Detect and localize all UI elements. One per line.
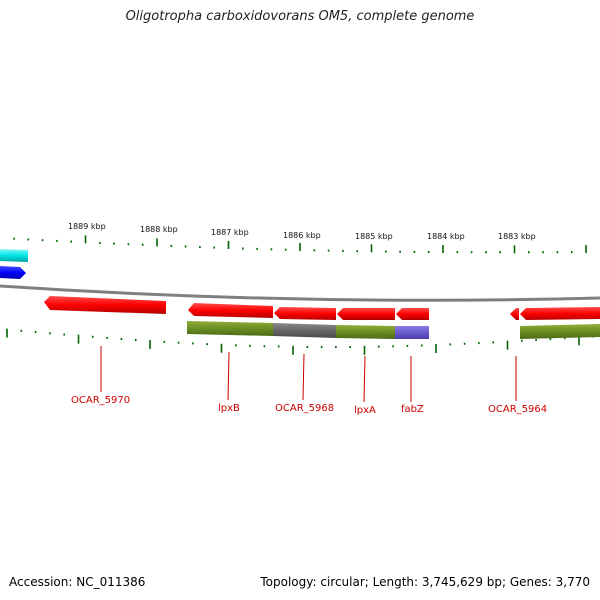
- leader-line: [363, 355, 366, 403]
- kbp-label: 1886 kbp: [283, 231, 321, 240]
- gene-ocar-5968[interactable]: [274, 307, 336, 320]
- gene-lpxa[interactable]: [337, 308, 395, 320]
- kbp-label: 1888 kbp: [140, 225, 178, 234]
- leader-line: [302, 353, 305, 401]
- accession-text: Accession: NC_011386: [9, 575, 146, 589]
- lower-scale-ticks: [6, 328, 595, 355]
- gene-ocar-5964[interactable]: [520, 307, 600, 320]
- kbp-label: 1887 kbp: [211, 228, 249, 237]
- cog-bar-olive: [520, 324, 600, 339]
- cog-bar-olive: [336, 325, 395, 339]
- gene-fabz[interactable]: [396, 308, 429, 320]
- cog-bar-olive: [187, 321, 273, 336]
- gene-ocar-5970[interactable]: [44, 296, 166, 314]
- genome-backbone: [0, 284, 600, 302]
- cog-bar-purple: [395, 326, 429, 339]
- gene-small[interactable]: [510, 308, 519, 320]
- gene-label-ocar-5968[interactable]: OCAR_5968: [275, 403, 334, 414]
- kbp-label: 1884 kbp: [427, 232, 465, 241]
- gene-label-ocar-5970[interactable]: OCAR_5970: [71, 395, 130, 406]
- topology-text: Topology: circular; Length: 3,745,629 bp…: [260, 575, 590, 589]
- kbp-label: 1883 kbp: [498, 232, 536, 241]
- leader-lines: [100, 346, 517, 403]
- gene-label-lpxa[interactable]: lpxA: [354, 405, 376, 416]
- map-title: Oligotropha carboxidovorans OM5, complet…: [125, 9, 475, 24]
- upper-scale-ticks: [13, 235, 587, 254]
- forward-gene-cyan[interactable]: [0, 249, 28, 262]
- gene-label-lpxb[interactable]: lpxB: [218, 403, 240, 414]
- gene-label-ocar-5964[interactable]: OCAR_5964: [488, 404, 547, 415]
- kbp-label: 1885 kbp: [355, 232, 393, 241]
- leader-line: [227, 351, 230, 401]
- kbp-label: 1889 kbp: [68, 222, 106, 231]
- forward-gene-blue[interactable]: [0, 266, 26, 279]
- gene-lpxb[interactable]: [188, 303, 273, 318]
- gene-label-fabz[interactable]: fabZ: [401, 404, 424, 415]
- cog-bar-gray: [273, 323, 336, 338]
